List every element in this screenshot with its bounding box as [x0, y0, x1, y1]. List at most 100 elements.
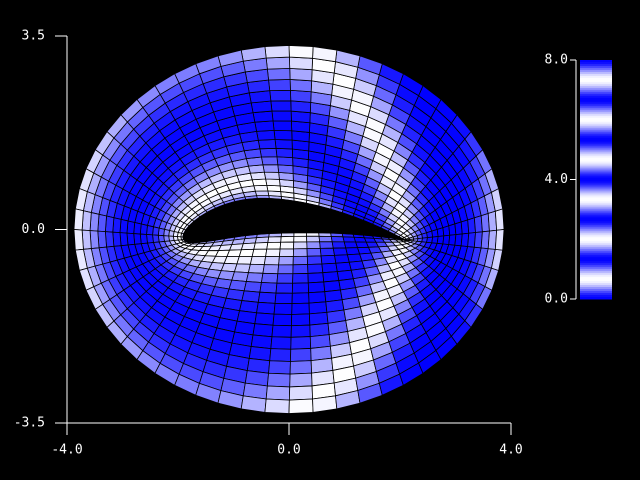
mesh-cell — [269, 89, 292, 102]
colorbar-band — [580, 143, 612, 147]
colorbar-band — [580, 201, 612, 204]
colorbar-band — [580, 60, 612, 63]
mesh-cell — [291, 302, 310, 315]
colorbar-band — [580, 129, 612, 133]
colorbar-band — [580, 243, 612, 246]
colorbar-band — [580, 105, 612, 109]
colorbar-band — [580, 221, 612, 224]
colorbar-band — [580, 159, 612, 163]
colorbar-band — [580, 101, 612, 105]
mesh-cell — [254, 236, 270, 244]
mesh-cell — [271, 110, 292, 122]
colorbar-band — [580, 213, 612, 216]
colorbar-band — [580, 249, 612, 252]
mesh-cell — [243, 281, 262, 293]
colorbar-band — [580, 209, 612, 212]
colorbar-band — [580, 89, 612, 93]
colorbar-band — [580, 183, 612, 186]
colorbar-band — [580, 169, 612, 173]
colorbar-band — [580, 263, 612, 266]
colorbar-band — [580, 83, 612, 87]
mesh-cell — [308, 301, 328, 315]
colorbar-band — [580, 131, 612, 135]
colorbar-band — [580, 137, 612, 141]
mesh-cell — [318, 235, 333, 243]
mesh-cell — [288, 385, 313, 401]
mesh-cell — [290, 100, 312, 114]
colorbar-band — [580, 265, 612, 268]
mesh-cell — [265, 385, 291, 401]
colorbar-band — [580, 133, 612, 137]
mesh-cell — [263, 171, 280, 180]
mesh-cell — [259, 282, 278, 294]
mesh-field — [73, 45, 505, 414]
colorbar-band — [580, 173, 612, 177]
mesh-cell — [278, 256, 294, 266]
mesh-cell — [290, 336, 312, 350]
colorbar-band — [580, 97, 612, 101]
colorbar-band — [580, 291, 612, 294]
mesh-cell — [236, 256, 253, 265]
mesh-cell — [266, 241, 282, 250]
colorbar-band — [580, 139, 612, 143]
mesh-cell — [275, 282, 294, 294]
colorbar-band — [580, 145, 612, 149]
colorbar-band — [580, 177, 612, 180]
mesh-cell — [253, 242, 269, 250]
mesh-cell — [293, 241, 308, 250]
colorbar-band — [580, 261, 612, 264]
colorbar-band — [580, 107, 612, 111]
colorbar-band — [580, 87, 612, 91]
colorbar-band — [580, 239, 612, 242]
mesh-cell — [270, 336, 292, 350]
mesh-cell — [277, 164, 294, 174]
colorbar-band — [580, 141, 612, 145]
x-tick-label: 4.0 — [499, 443, 522, 458]
mesh-cell — [334, 254, 350, 264]
colorbar-band — [580, 275, 612, 278]
mesh-cell — [252, 323, 274, 338]
mesh-cell — [262, 164, 280, 173]
mesh-cell — [263, 256, 280, 266]
colorbar-band — [580, 269, 612, 272]
colorbar-band — [580, 179, 612, 182]
colorbar-band — [580, 281, 612, 284]
colorbar-band — [580, 63, 612, 67]
mesh-cell — [275, 147, 294, 159]
mesh-cell — [259, 147, 278, 158]
mesh-cell — [260, 272, 279, 284]
mesh-cell — [289, 372, 313, 388]
colorbar-band — [580, 215, 612, 218]
mesh-cell — [73, 208, 84, 231]
mesh-cell — [332, 247, 348, 256]
colorbar-band — [580, 217, 612, 220]
mesh-cell — [291, 313, 311, 327]
mesh-cell — [288, 398, 314, 414]
colorbar-band — [580, 253, 612, 256]
mesh-cell — [330, 236, 345, 243]
colorbar-band — [580, 205, 612, 208]
colorbar-band — [580, 149, 612, 153]
colorbar-band — [580, 227, 612, 230]
mesh-cell — [292, 248, 308, 257]
colorbar-band — [580, 197, 612, 200]
colorbar-band — [580, 287, 612, 290]
mesh-cell — [238, 248, 255, 257]
airfoil — [182, 197, 406, 244]
colorbar-band — [580, 99, 612, 103]
mesh-cell — [268, 79, 291, 92]
colorbar-band — [580, 185, 612, 188]
y-tick-label: 0.0 — [22, 222, 45, 237]
mesh-cell — [291, 292, 310, 305]
mesh-cell — [306, 255, 323, 265]
mesh-cell — [290, 324, 311, 338]
mesh-cell — [307, 281, 326, 294]
mesh-cell — [271, 324, 292, 338]
colorbar-band — [580, 161, 612, 165]
mesh-cell — [272, 313, 293, 327]
mesh-cell — [264, 45, 290, 59]
mesh-cell — [265, 248, 281, 257]
colorbar-band — [580, 61, 612, 65]
colorbar-band — [580, 235, 612, 238]
colorbar-band — [580, 115, 612, 119]
